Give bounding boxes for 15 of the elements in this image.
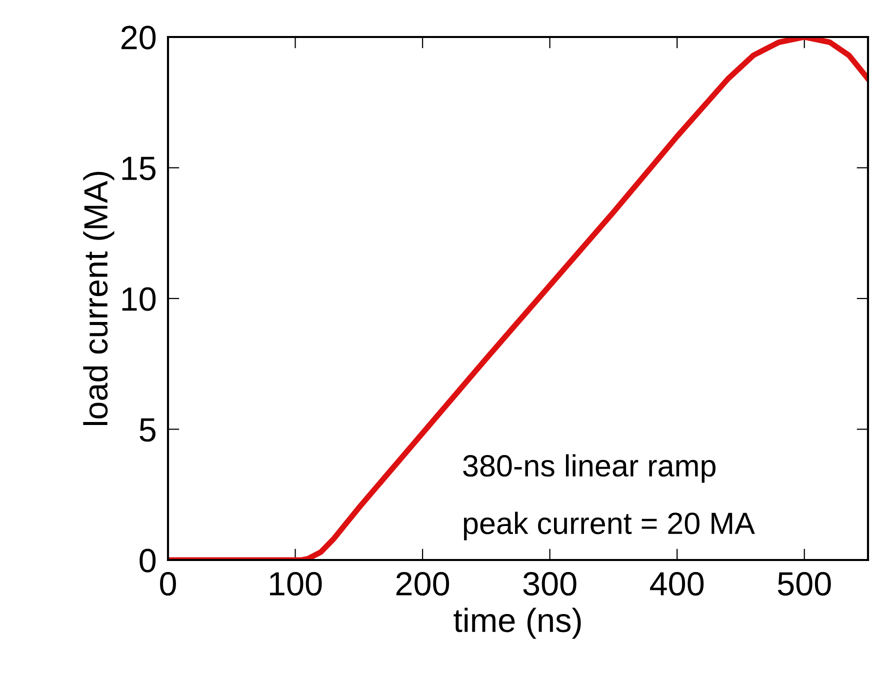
x-axis-title: time (ns) bbox=[454, 608, 581, 639]
y-tick-label: 20 bbox=[121, 26, 156, 50]
y-tick-label: 10 bbox=[122, 287, 156, 311]
x-tick-label: 0 bbox=[160, 572, 176, 596]
x-tick-label: 400 bbox=[650, 572, 704, 596]
annotation: 380-ns linear ramp bbox=[463, 454, 716, 483]
y-tick-label: 15 bbox=[122, 156, 156, 180]
x-tick-label: 200 bbox=[396, 572, 450, 596]
x-tick-label: 500 bbox=[778, 572, 831, 596]
annotation: peak current = 20 MA bbox=[464, 512, 755, 540]
y-tick-label: 5 bbox=[140, 418, 156, 442]
x-tick-label: 300 bbox=[523, 572, 576, 596]
y-tick-label: 0 bbox=[140, 548, 156, 572]
x-tick-label: 100 bbox=[270, 572, 322, 596]
y-axis-title: load current (MA) bbox=[83, 172, 114, 425]
